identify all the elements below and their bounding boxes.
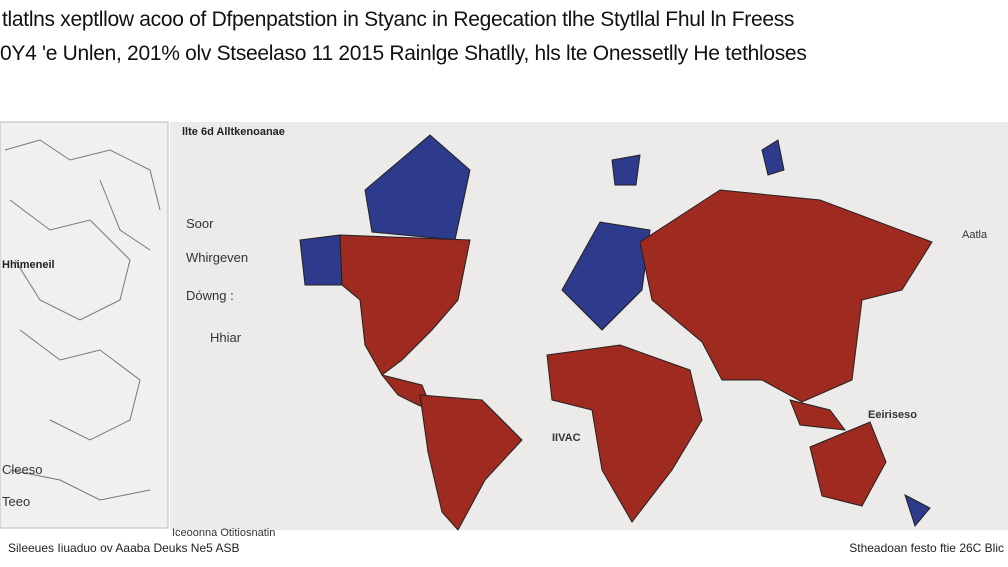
legend-title: llte 6d Alltkenoanae: [182, 126, 285, 138]
map-label: Eeiriseso: [868, 409, 917, 421]
legend-item: Soor: [186, 216, 214, 231]
countries: [299, 134, 933, 531]
map-panel: [170, 122, 1008, 530]
inset-panel: [0, 121, 169, 529]
region: [639, 189, 933, 403]
map-caption: Iceoonna Otitiosnatin: [172, 527, 275, 539]
footer-right: Stheadoan festo ftie 26C Blic: [849, 541, 1004, 555]
legend-item: Dówng :: [186, 288, 234, 303]
region: [904, 493, 931, 528]
region: [789, 399, 847, 431]
map-label: Aatla: [962, 229, 988, 241]
inset-label: Teeo: [2, 494, 30, 509]
region: [546, 344, 703, 523]
region: [561, 221, 651, 331]
map-label: IIVAC: [552, 432, 581, 444]
footer-left: Sileeues Iiuaduo ov Aaaba Deuks Ne5 ASB: [8, 541, 240, 555]
region: [380, 374, 433, 411]
region: [809, 421, 887, 507]
legend-item: Whirgeven: [186, 250, 248, 265]
region: [419, 394, 523, 531]
title-line: tlatlns xeptllow acoo of Dfpenpatstion i…: [2, 8, 795, 31]
inset-lines: [4, 139, 161, 501]
inset-label: Cleeso: [2, 462, 42, 477]
region: [339, 234, 471, 376]
title-line: 0Y4 'e Unlen, 201% olv Stseelaso 11 2015…: [0, 42, 807, 65]
region: [299, 234, 343, 286]
region: [761, 139, 785, 176]
region: [611, 154, 641, 186]
inset-label: Hhimeneil: [2, 259, 55, 271]
legend-item: Hhiar: [210, 330, 242, 345]
region: [364, 134, 471, 241]
